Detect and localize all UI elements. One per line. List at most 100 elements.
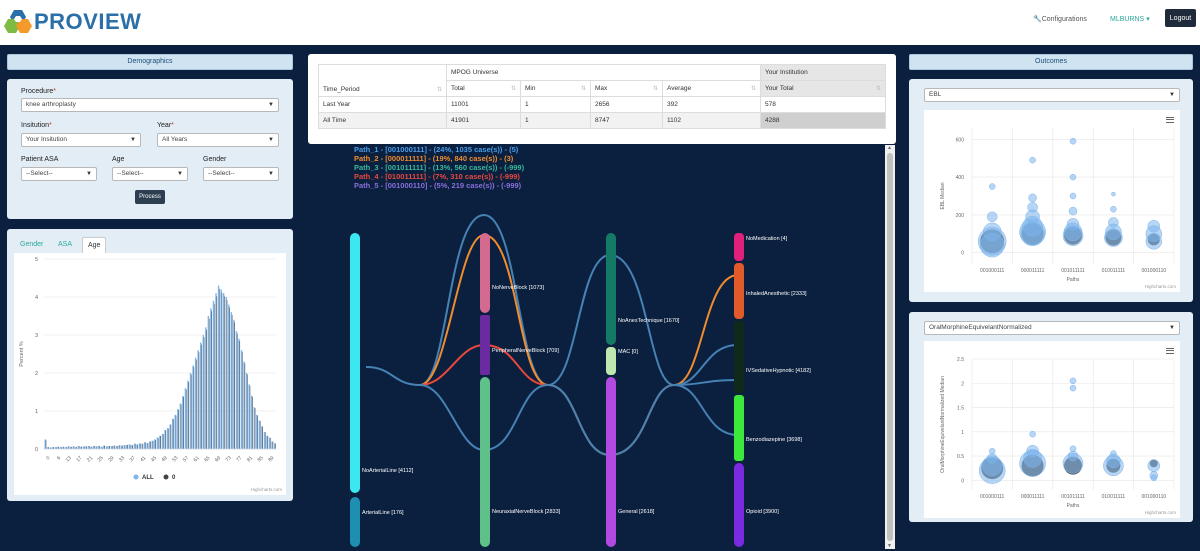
- node-general: [606, 377, 616, 547]
- col-time-period[interactable]: Time_Period ⇅: [318, 64, 447, 97]
- x-tick-label: 37: [129, 455, 137, 463]
- histogram-bar: [165, 430, 167, 449]
- legend-path-5[interactable]: Path_5 - [001000110] - (5%, 219 case(s))…: [354, 181, 522, 190]
- x-tick-label: 45: [150, 455, 158, 463]
- bubble: [1068, 206, 1078, 216]
- histogram-bar: [161, 433, 164, 449]
- histogram-bar: [81, 446, 82, 449]
- histogram-bar: [140, 443, 141, 449]
- x-tick-label: 73: [225, 455, 233, 463]
- process-button[interactable]: Process: [135, 190, 165, 204]
- scroll-down-icon[interactable]: ▼: [887, 543, 892, 549]
- age-select[interactable]: --Select-- ▼: [112, 167, 188, 181]
- label-no-arterial-line: NoArterialLine [4112]: [362, 468, 414, 474]
- col-your-total[interactable]: Your Total ⇅: [760, 80, 886, 97]
- histogram-bar: [90, 446, 92, 449]
- histogram-bar: [211, 311, 213, 449]
- histogram-bar: [251, 395, 253, 449]
- histogram-bar: [245, 373, 248, 449]
- ebl-select[interactable]: EBL ▼: [924, 88, 1180, 102]
- histogram-bar: [86, 446, 88, 449]
- histogram-bar: [184, 388, 187, 449]
- histogram-bar: [58, 446, 60, 449]
- histogram-bar: [173, 419, 174, 449]
- asa-select[interactable]: --Select-- ▼: [21, 167, 97, 181]
- legend-label: 0: [172, 475, 176, 481]
- histogram-bar: [87, 445, 90, 449]
- histogram-bar: [89, 446, 90, 449]
- x-tick-label: 21: [86, 455, 94, 463]
- histogram-bar: [249, 385, 251, 449]
- histogram-bar: [272, 441, 274, 449]
- legend-path-1[interactable]: Path_1 - [001000111] - (24%, 1035 case(s…: [354, 145, 519, 154]
- histogram-bar: [94, 446, 95, 449]
- histogram-bar: [189, 373, 192, 449]
- histogram-bar: [149, 441, 151, 449]
- node-no-arterial-line: [350, 233, 360, 493]
- y-axis-label: OralMorphineEquivelantNormalized Median: [940, 376, 946, 473]
- bubble: [1069, 377, 1077, 385]
- node-arterial-line: [350, 497, 360, 547]
- x-tick-label: 85: [257, 455, 265, 463]
- tab-gender[interactable]: Gender: [20, 241, 44, 248]
- histogram-bar: [113, 445, 115, 449]
- histogram-bar: [238, 338, 240, 449]
- histogram-bar: [273, 443, 276, 449]
- label-mac: MAC [0]: [618, 349, 638, 355]
- ome-chart: 0 0.5 1 1.5 2 2.5 OralMorphineEquivelantNormal…: [924, 341, 1180, 518]
- ome-bubble-chart: 0 0.5 1 1.5 2 2.5 OralMorphineEquivelantNormal…: [940, 357, 1176, 515]
- chart-menu-icon[interactable]: [1166, 117, 1174, 123]
- bubble: [1111, 191, 1116, 197]
- histogram-bar: [150, 441, 151, 449]
- configurations-link[interactable]: 🔧Configurations: [1033, 16, 1087, 23]
- histogram-bar: [178, 409, 179, 449]
- histogram-bar: [141, 443, 143, 449]
- legend-path-4[interactable]: Path_4 - [010011111] - (7%, 310 case(s))…: [354, 172, 520, 181]
- histogram-bar: [234, 322, 235, 449]
- histogram-bar: [147, 443, 149, 449]
- logo[interactable]: PROVIEW: [4, 8, 141, 36]
- year-select[interactable]: All Years ▼: [157, 133, 279, 147]
- chart-menu-icon[interactable]: [1166, 348, 1174, 354]
- y-tick-label: 0: [35, 447, 38, 453]
- histogram-bar: [263, 431, 266, 449]
- institution-select[interactable]: Your Insitution ▼: [21, 133, 141, 147]
- gender-select[interactable]: --Select-- ▼: [203, 167, 279, 181]
- histogram-bar: [77, 445, 80, 449]
- histogram-bar: [57, 446, 59, 449]
- age-chart: 0 1 2 3 4 5 Percent % 0 6 13 17 21 25 29 33 37 41 45 49 53 5…: [14, 253, 286, 495]
- col-total[interactable]: Total ⇅: [446, 80, 521, 97]
- histogram-bar: [49, 447, 52, 449]
- bubble: [1103, 455, 1124, 476]
- col-max[interactable]: Max ⇅: [590, 80, 663, 97]
- legend-marker: [163, 474, 169, 480]
- legend-path-3[interactable]: Path_3 - [001011111] - (13%, 560 case(s)…: [354, 163, 525, 172]
- histogram-bar: [156, 437, 159, 449]
- procedure-label: Procedure*: [21, 88, 57, 95]
- histogram-bar: [53, 447, 54, 449]
- histogram-bar: [177, 409, 179, 449]
- histogram-bar: [157, 437, 159, 449]
- col-min[interactable]: Min ⇅: [520, 80, 591, 97]
- user-menu[interactable]: MLBURNS ▾: [1110, 16, 1150, 23]
- age-label: Age: [112, 156, 125, 163]
- histogram-bar: [104, 445, 105, 449]
- x-tick-label: 13: [65, 455, 73, 463]
- tab-age[interactable]: Age: [82, 237, 107, 253]
- histogram-bar: [252, 396, 253, 449]
- x-tick-label: 001011111: [1061, 494, 1085, 500]
- legend-path-2[interactable]: Path_2 - [000011111] - (19%, 840 case(s)…: [354, 154, 514, 163]
- sankey-scrollbar[interactable]: ▲ ▼: [885, 145, 895, 549]
- x-axis-label: Paths: [1067, 503, 1080, 509]
- histogram-bar: [120, 445, 123, 449]
- scroll-up-icon[interactable]: ▲: [887, 145, 892, 151]
- histogram-bar: [166, 428, 169, 449]
- ome-select[interactable]: OralMorphineEquivelantNormalized ▼: [924, 321, 1180, 335]
- tab-asa[interactable]: ASA: [58, 241, 73, 248]
- bubble: [1020, 221, 1045, 247]
- scrollbar-thumb[interactable]: [887, 153, 893, 541]
- logout-button[interactable]: Logout: [1165, 9, 1196, 27]
- procedure-select[interactable]: knee arthroplasty ▼: [21, 98, 279, 112]
- col-average[interactable]: Average ⇅: [662, 80, 761, 97]
- histogram-bar: [109, 446, 111, 449]
